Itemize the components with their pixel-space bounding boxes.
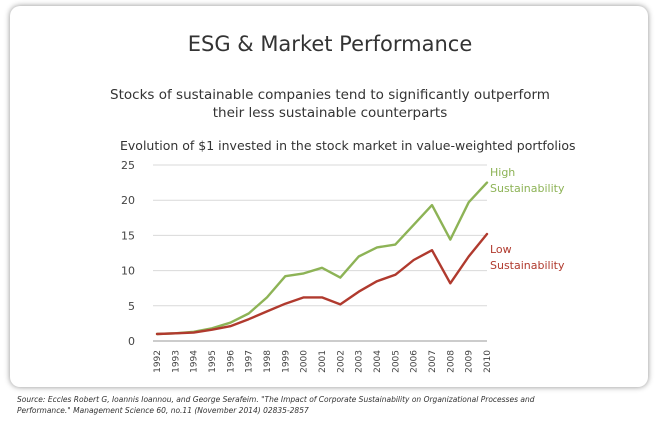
chart-series [155,181,489,336]
slide-subtitle: Stocks of sustainable companies tend to … [110,87,550,121]
y-tick-label: 15 [121,229,135,242]
legend-label-line1: High [490,166,515,179]
x-tick-label: 1993 [171,350,181,373]
x-tick-label: 2010 [483,350,493,373]
series-line-low-sustainability [155,232,489,336]
x-axis-ticks: 1992 1993 1994 1995 1996 1997 1998 1999 2000 2001… [153,350,493,373]
y-tick-label: 0 [128,335,135,348]
x-tick-label: 2001 [318,350,328,373]
x-tick-label: 1994 [190,350,200,373]
x-tick-label: 2007 [428,350,438,373]
y-tick-label: 5 [128,300,135,313]
chart-title: Evolution of $1 invested in the stock ma… [120,138,576,153]
x-tick-label: 1995 [208,350,218,373]
x-tick-label: 1999 [281,350,291,373]
x-tick-label: 2008 [446,350,456,373]
source-citation: Source: Eccles Robert G, Ioannis Ioannou… [17,395,535,415]
x-tick-label: 1996 [226,350,236,373]
legend-label-line2: Sustainability [490,182,565,195]
x-tick-label: 2000 [300,350,310,373]
x-tick-label: 2002 [336,350,346,373]
chart-gridlines [153,164,487,342]
y-axis-ticks: 0 5 10 15 20 25 [121,159,135,348]
y-tick-label: 10 [121,265,135,278]
x-tick-label: 2004 [373,350,383,373]
y-tick-label: 20 [121,194,135,207]
series-line-high-sustainability [155,181,489,336]
x-tick-label: 1997 [245,350,255,373]
y-tick-label: 25 [121,159,135,172]
x-tick-label: 2006 [410,350,420,373]
slide-card [10,6,648,387]
slide-title: ESG & Market Performance [187,32,473,56]
chart-legend: High Sustainability Low Sustainability [490,166,565,272]
x-tick-label: 2003 [355,350,365,373]
x-tick-label: 2009 [465,350,475,373]
legend-label-line1: Low [490,243,512,256]
x-tick-label: 2005 [391,350,401,373]
x-tick-label: 1992 [153,350,163,373]
legend-label-line2: Sustainability [490,259,565,272]
x-tick-label: 1998 [263,350,273,373]
